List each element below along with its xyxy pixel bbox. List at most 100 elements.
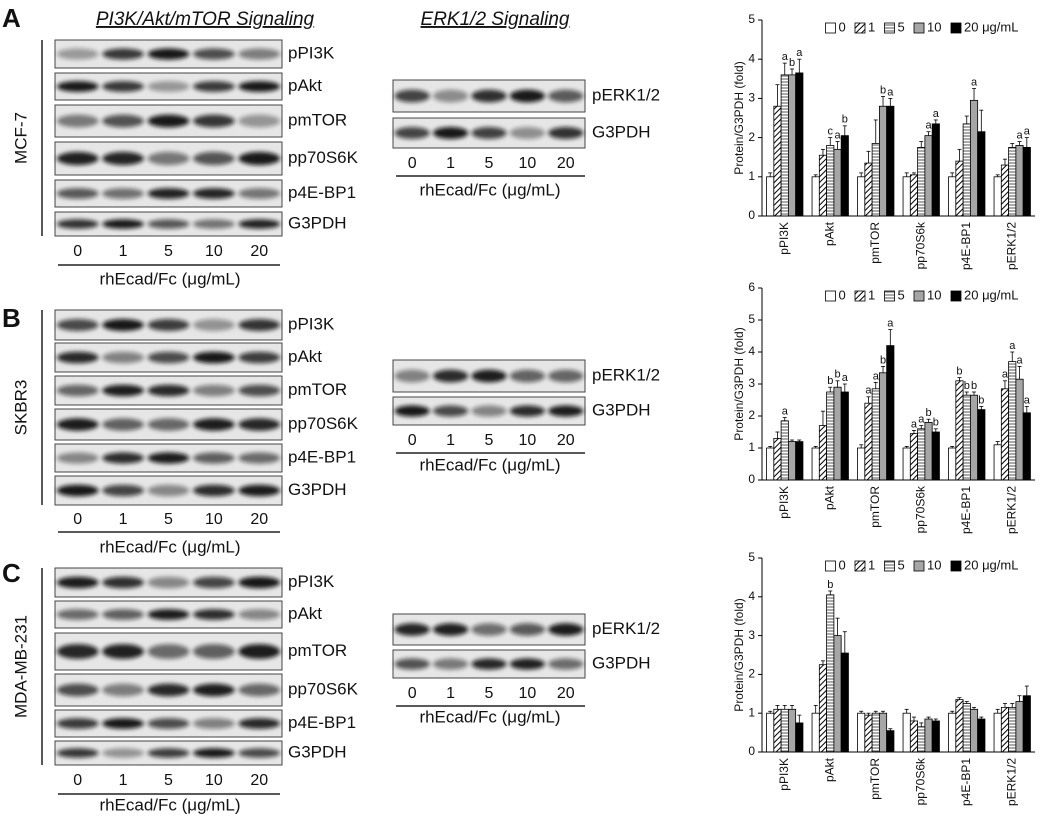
bar	[1015, 145, 1024, 217]
blot-band	[471, 623, 507, 636]
blot-band	[102, 748, 144, 758]
error-bar	[859, 172, 864, 177]
blot-label: pPI3K	[288, 314, 335, 333]
error-bar	[881, 710, 886, 714]
error-bar	[828, 590, 833, 595]
error-bar	[768, 710, 773, 714]
error-bar	[933, 718, 938, 721]
blot-band	[56, 484, 99, 497]
lane-label: 10	[519, 685, 537, 702]
error-bar	[995, 174, 1000, 177]
significance-letter: b	[834, 369, 840, 381]
bar	[962, 123, 971, 217]
significance-letter: a	[865, 385, 872, 397]
error-bar	[782, 62, 787, 75]
bar	[924, 718, 933, 753]
bar	[773, 437, 782, 481]
bar	[878, 372, 888, 481]
error-bar	[1010, 351, 1015, 362]
error-bar	[888, 728, 893, 731]
blot-label: pERK1/2	[592, 85, 660, 104]
significance-letter: a	[1002, 369, 1009, 381]
significance-letter: b	[933, 417, 939, 429]
lane-label: 0	[408, 685, 417, 702]
blot-band	[102, 718, 144, 729]
error-bar	[926, 418, 931, 423]
bar	[787, 708, 797, 753]
error-bar	[972, 88, 977, 101]
error-bar	[1024, 685, 1029, 696]
blot-band	[56, 718, 99, 729]
significance-letter: b	[880, 354, 886, 366]
significance-letter: a	[911, 418, 918, 430]
blot-band	[238, 683, 281, 697]
error-bar	[964, 115, 969, 124]
blot-band	[432, 405, 469, 417]
bar	[924, 421, 933, 481]
y-tick-label: 2	[748, 667, 755, 681]
blot-band	[102, 452, 144, 464]
error-bar	[1002, 158, 1007, 166]
error-bar	[919, 425, 924, 429]
bar	[857, 176, 866, 217]
blot-band	[238, 351, 281, 364]
significance-letter: b	[827, 579, 833, 591]
error-bar	[768, 172, 773, 177]
blot-band	[193, 219, 235, 229]
error-bar	[873, 381, 878, 389]
error-bar	[919, 141, 924, 148]
x-tick-label: pERK1/2	[1004, 222, 1018, 270]
significance-letter: a	[933, 108, 940, 120]
lane-label: 1	[119, 511, 128, 528]
lane-label: 20	[250, 243, 268, 260]
y-tick-label: 4	[748, 51, 755, 65]
lane-label: 5	[164, 511, 173, 528]
bar	[1008, 146, 1017, 217]
error-bar	[813, 174, 818, 177]
x-tick-label: pAkt	[822, 221, 836, 246]
bar	[902, 712, 911, 753]
bar	[766, 176, 775, 217]
bar	[977, 409, 986, 481]
error-bar	[957, 697, 962, 700]
error-bar	[964, 701, 969, 704]
bar	[864, 402, 873, 481]
cell-line: SKBR3	[11, 380, 30, 436]
x-tick-label: pERK1/2	[1004, 758, 1018, 806]
error-bar	[820, 410, 825, 426]
treatment-label: rhEcad/Fc (μg/mL)	[99, 269, 240, 288]
bar	[969, 708, 979, 753]
bar	[811, 712, 820, 753]
lane-label: 20	[557, 685, 575, 702]
y-tick-label: 2	[748, 130, 755, 144]
lane-label: 10	[205, 511, 223, 528]
legend-label: 20 μg/mL	[964, 557, 1018, 572]
bar	[931, 431, 940, 481]
blot-label: pAkt	[288, 604, 322, 623]
significance-letter: a	[887, 318, 894, 330]
error-bar	[964, 391, 969, 396]
x-tick-label: pPI3K	[777, 758, 791, 791]
blot-band	[432, 658, 469, 670]
y-tick-label: 5	[748, 12, 755, 26]
blot-band	[238, 418, 281, 431]
error-bar	[782, 705, 787, 710]
error-bar	[972, 391, 977, 396]
bar	[886, 345, 895, 481]
error-bar	[995, 708, 1000, 714]
blot-band	[147, 609, 190, 620]
blot-band	[394, 89, 430, 103]
bar	[826, 145, 835, 217]
blot-band	[102, 219, 144, 229]
y-tick-label: 3	[748, 628, 755, 642]
error-bar	[979, 109, 984, 132]
blot-band	[56, 114, 99, 128]
blot-band	[147, 418, 190, 431]
y-tick-label: 0	[748, 208, 755, 222]
y-tick-label: 4	[748, 344, 755, 358]
bar	[857, 447, 866, 481]
x-tick-label: p4E-BP1	[959, 222, 973, 270]
blot-label: pp70S6K	[288, 679, 359, 698]
error-bar	[859, 444, 864, 448]
